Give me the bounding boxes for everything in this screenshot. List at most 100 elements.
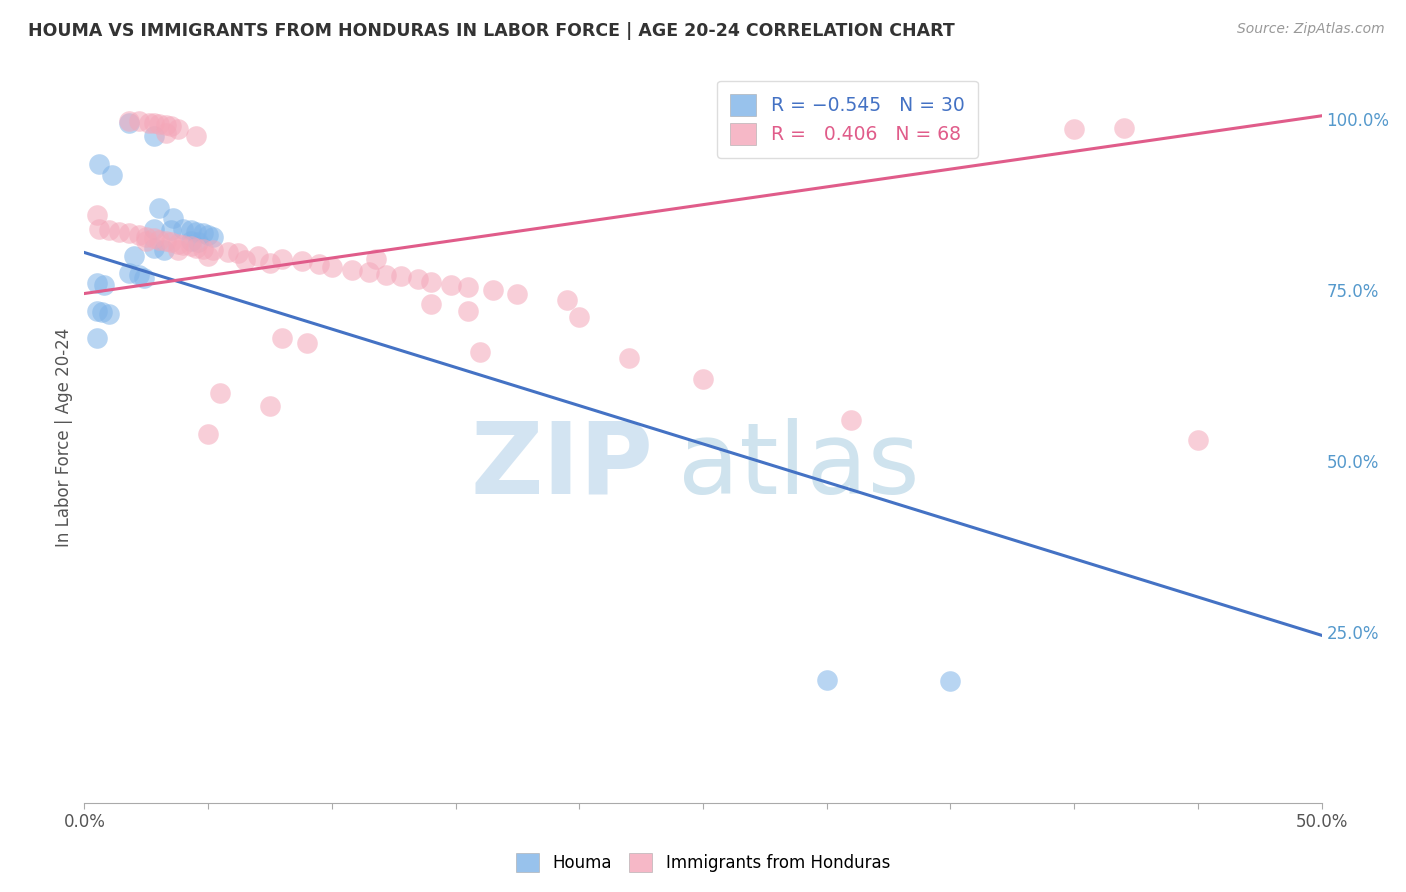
Point [148,201,170,215]
Point [408,272,430,286]
Text: Source: ZipAtlas.com: Source: ZipAtlas.com [1237,22,1385,37]
Point [568,310,591,325]
Legend: Houma, Immigrants from Honduras: Houma, Immigrants from Honduras [509,846,897,879]
Point [142,221,165,235]
Point [172,238,194,252]
Point [1187,434,1209,448]
Point [160,223,183,237]
Point [246,249,269,263]
Point [259,256,281,270]
Text: atlas: atlas [678,417,920,515]
Point [1063,121,1085,136]
Point [118,113,141,128]
Point [291,254,314,268]
Point [86,331,108,345]
Point [128,228,150,243]
Point [108,225,131,239]
Point [226,246,249,260]
Point [155,118,177,132]
Point [617,351,640,366]
Point [191,227,214,241]
Point [155,234,177,248]
Point [86,208,108,222]
Point [167,236,190,251]
Point [152,244,174,258]
Point [1112,121,1135,136]
Point [271,331,294,345]
Point [389,269,412,284]
Point [142,231,165,245]
Point [439,277,461,292]
Point [815,673,838,687]
Point [202,229,225,244]
Point [180,223,202,237]
Point [457,280,479,294]
Point [89,221,111,235]
Point [295,336,318,351]
Point [184,129,207,144]
Point [233,253,256,268]
Point [86,277,108,291]
Point [135,234,157,248]
Point [98,307,121,321]
Y-axis label: In Labor Force | Age 20-24: In Labor Force | Age 20-24 [55,327,73,547]
Point [93,277,115,292]
Point [481,283,503,297]
Text: ZIP: ZIP [471,417,654,515]
Point [217,244,239,259]
Point [128,268,150,282]
Point [184,241,207,255]
Point [100,168,122,182]
Point [271,252,294,266]
Point [180,234,202,248]
Point [375,268,398,282]
Point [89,156,111,170]
Point [167,244,190,258]
Point [90,305,112,319]
Point [142,241,165,255]
Point [167,122,190,136]
Point [470,344,492,359]
Point [118,227,141,241]
Point [132,270,155,285]
Point [340,262,363,277]
Point [419,297,441,311]
Point [202,244,225,258]
Point [191,242,214,256]
Text: HOUMA VS IMMIGRANTS FROM HONDURAS IN LABOR FORCE | AGE 20-24 CORRELATION CHART: HOUMA VS IMMIGRANTS FROM HONDURAS IN LAB… [28,22,955,40]
Point [148,117,170,131]
Point [841,413,863,427]
Point [184,225,207,239]
Point [187,235,209,250]
Point [128,114,150,128]
Point [555,293,578,308]
Point [142,129,165,144]
Point [86,303,108,318]
Point [148,233,170,247]
Point [122,249,145,263]
Point [197,249,219,263]
Point [118,266,141,280]
Point [160,119,183,133]
Point [197,228,219,243]
Point [135,229,157,244]
Point [98,223,121,237]
Point [142,116,165,130]
Point [357,265,380,279]
Point [419,275,441,289]
Point [506,286,529,301]
Point [160,235,183,250]
Point [259,400,281,414]
Point [692,372,714,386]
Point [939,674,962,689]
Point [138,115,160,129]
Point [197,426,219,441]
Point [172,221,194,235]
Point [209,385,232,400]
Point [457,303,479,318]
Point [155,126,177,140]
Point [118,115,141,129]
Point [162,211,184,226]
Point [180,239,202,253]
Point [366,252,388,266]
